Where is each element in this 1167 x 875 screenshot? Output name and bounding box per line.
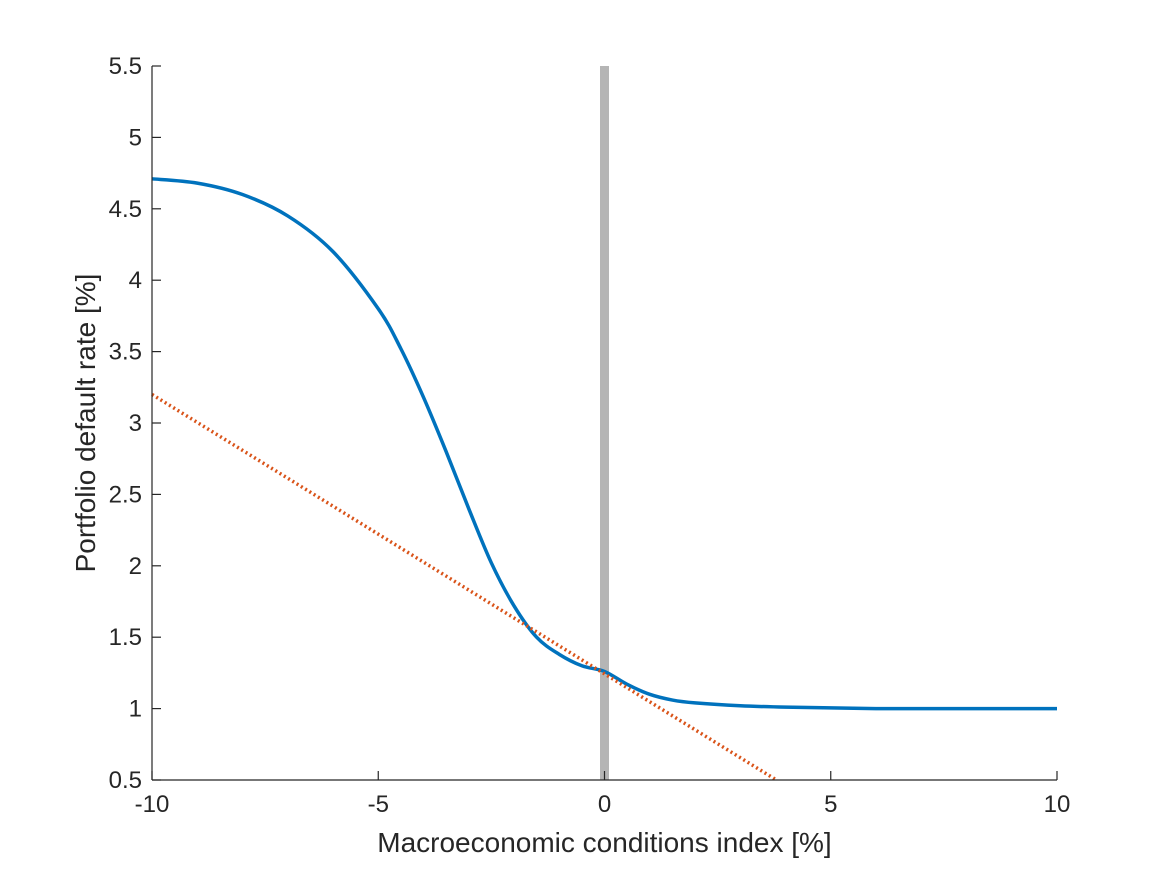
y-tick-label: 4 bbox=[129, 267, 142, 294]
linear-approximation-series bbox=[152, 394, 776, 780]
y-tick-label: 3 bbox=[129, 410, 142, 437]
x-tick-label: 10 bbox=[1044, 791, 1071, 818]
y-axis-label: Portfolio default rate [%] bbox=[70, 274, 101, 573]
y-tick-label: 2 bbox=[129, 553, 142, 580]
x-tick-label: 5 bbox=[824, 791, 837, 818]
x-tick-label: -5 bbox=[368, 791, 389, 818]
y-ticks: 0.5 1 1.5 2 2.5 3 3.5 4 4.5 5 5.5 bbox=[109, 53, 161, 794]
y-tick-label: 0.5 bbox=[109, 767, 142, 794]
x-tick-label: 0 bbox=[598, 791, 611, 818]
y-tick-label: 4.5 bbox=[109, 196, 142, 223]
y-tick-label: 1 bbox=[129, 696, 142, 723]
y-tick-label: 5.5 bbox=[109, 53, 142, 80]
y-tick-label: 3.5 bbox=[109, 339, 142, 366]
y-tick-label: 1.5 bbox=[109, 624, 142, 651]
x-axis-label: Macroeconomic conditions index [%] bbox=[377, 827, 831, 858]
x-tick-label: -10 bbox=[135, 791, 170, 818]
y-tick-label: 5 bbox=[129, 124, 142, 151]
y-tick-label: 2.5 bbox=[109, 481, 142, 508]
